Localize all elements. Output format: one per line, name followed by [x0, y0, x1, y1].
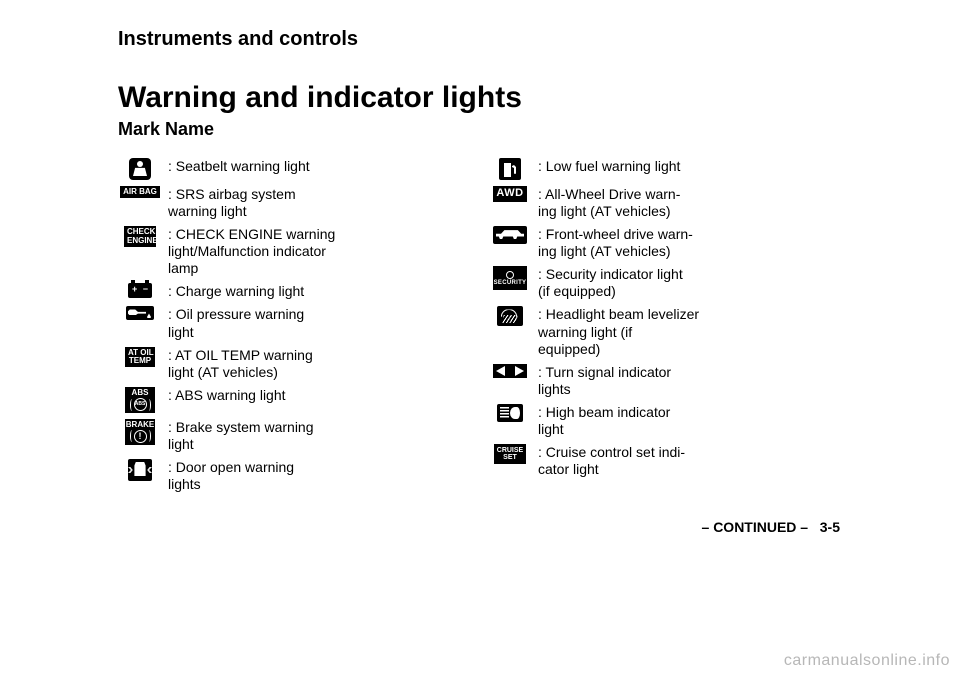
indicator-row: AT OIL TEMP : AT OIL TEMP warninglight (A…: [118, 347, 470, 381]
indicator-icon: AT OIL TEMP: [118, 347, 162, 368]
indicator-icon: AWD: [488, 186, 532, 202]
indicator-row: : High beam indicatorlight: [488, 404, 840, 438]
battery-icon: +−: [128, 283, 152, 298]
cruise-set-icon: CRUISE SET: [494, 444, 526, 464]
page-title: Warning and indicator lights: [118, 81, 840, 115]
indicator-label: : Charge warning light: [162, 283, 304, 300]
indicator-row: : Door open warninglights: [118, 459, 470, 493]
indicator-row: : Seatbelt warning light: [118, 158, 470, 180]
indicator-row: : Oil pressure warninglight: [118, 306, 470, 340]
indicator-label: : ABS warning light: [162, 387, 286, 404]
indicator-label: : All-Wheel Drive warn-ing light (AT veh…: [532, 186, 680, 220]
indicator-label: : Low fuel warning light: [532, 158, 680, 175]
abs-icon: ABSABS: [125, 387, 155, 413]
indicator-label: : AT OIL TEMP warninglight (AT vehicles): [162, 347, 313, 381]
indicator-icon: [118, 158, 162, 180]
continued-label: – CONTINUED –: [702, 519, 809, 535]
indicator-row: : Low fuel warning light: [488, 158, 840, 180]
indicator-label: : Brake system warninglight: [162, 419, 314, 453]
indicator-row: : Turn signal indicatorlights: [488, 364, 840, 398]
door-open-icon: [128, 459, 152, 481]
indicator-label: : Headlight beam levelizerwarning light …: [532, 306, 699, 357]
column-headers: Mark Name: [118, 119, 840, 140]
indicator-label: : High beam indicatorlight: [532, 404, 670, 438]
turn-signal-icon: [493, 364, 527, 378]
page: Instruments and controls Warning and ind…: [0, 0, 960, 678]
indicator-icon: AIR BAG: [118, 186, 162, 198]
indicator-row: AIR BAG: SRS airbag systemwarning light: [118, 186, 470, 220]
indicator-icon: [488, 158, 532, 180]
fwd-icon: [493, 226, 527, 244]
awd-icon: AWD: [493, 186, 527, 202]
indicator-label: : Cruise control set indi-cator light: [532, 444, 685, 478]
high-beam-icon: [497, 404, 523, 422]
indicator-row: AWD : All-Wheel Drive warn-ing light (AT …: [488, 186, 840, 220]
airbag-icon: AIR BAG: [120, 186, 160, 198]
indicator-icon: +−: [118, 283, 162, 298]
indicator-icon: CRUISE SET: [488, 444, 532, 464]
indicator-icon: [488, 306, 532, 326]
check-engine-icon: CHECK ENGINE: [124, 226, 156, 247]
indicator-label: : Front-wheel drive warn-ing light (AT v…: [532, 226, 693, 260]
security-icon: SECURITY: [493, 266, 527, 290]
indicator-row: : Headlight beam levelizerwarning light …: [488, 306, 840, 357]
indicator-icon: SECURITY: [488, 266, 532, 290]
indicator-icon: [488, 404, 532, 422]
headlight-levelizer-icon: [497, 306, 523, 326]
indicator-label: : Oil pressure warninglight: [162, 306, 304, 340]
indicator-row: ABSABS : ABS warning light: [118, 387, 470, 413]
indicator-icon: CHECK ENGINE: [118, 226, 162, 247]
page-footer: – CONTINUED – 3-5: [118, 519, 840, 535]
indicator-row: SECURITY: Security indicator light(if eq…: [488, 266, 840, 300]
indicator-row: CRUISE SET : Cruise control set indi-cato…: [488, 444, 840, 478]
indicator-row: : Front-wheel drive warn-ing light (AT v…: [488, 226, 840, 260]
indicator-icon: [118, 306, 162, 320]
indicator-icon: [488, 226, 532, 244]
page-number: 3-5: [820, 519, 840, 535]
at-oil-temp-icon: AT OIL TEMP: [125, 347, 155, 368]
indicator-icon: [488, 364, 532, 378]
indicator-label: : Door open warninglights: [162, 459, 294, 493]
indicator-columns: : Seatbelt warning lightAIR BAG: SRS air…: [118, 158, 840, 499]
brake-icon: BRAKE!: [125, 419, 155, 445]
indicator-label: : Turn signal indicatorlights: [532, 364, 671, 398]
indicator-row: +− : Charge warning light: [118, 283, 470, 300]
indicator-label: : Seatbelt warning light: [162, 158, 310, 175]
indicator-label: : CHECK ENGINE warninglight/Malfunction …: [162, 226, 335, 277]
indicator-icon: BRAKE!: [118, 419, 162, 445]
indicator-label: : SRS airbag systemwarning light: [162, 186, 296, 220]
indicator-label: : Security indicator light(if equipped): [532, 266, 683, 300]
indicator-col-left: : Seatbelt warning lightAIR BAG: SRS air…: [118, 158, 470, 499]
chapter-heading: Instruments and controls: [118, 28, 840, 51]
oil-icon: [126, 306, 154, 320]
fuel-icon: [499, 158, 521, 180]
indicator-col-right: : Low fuel warning light AWD : All-Wheel D…: [488, 158, 840, 499]
indicator-row: BRAKE! : Brake system warninglight: [118, 419, 470, 453]
indicator-row: CHECK ENGINE : CHECK ENGINE warninglight/…: [118, 226, 470, 277]
seatbelt-icon: [129, 158, 151, 180]
indicator-icon: ABSABS: [118, 387, 162, 413]
watermark: carmanualsonline.info: [784, 652, 950, 670]
indicator-icon: [118, 459, 162, 481]
